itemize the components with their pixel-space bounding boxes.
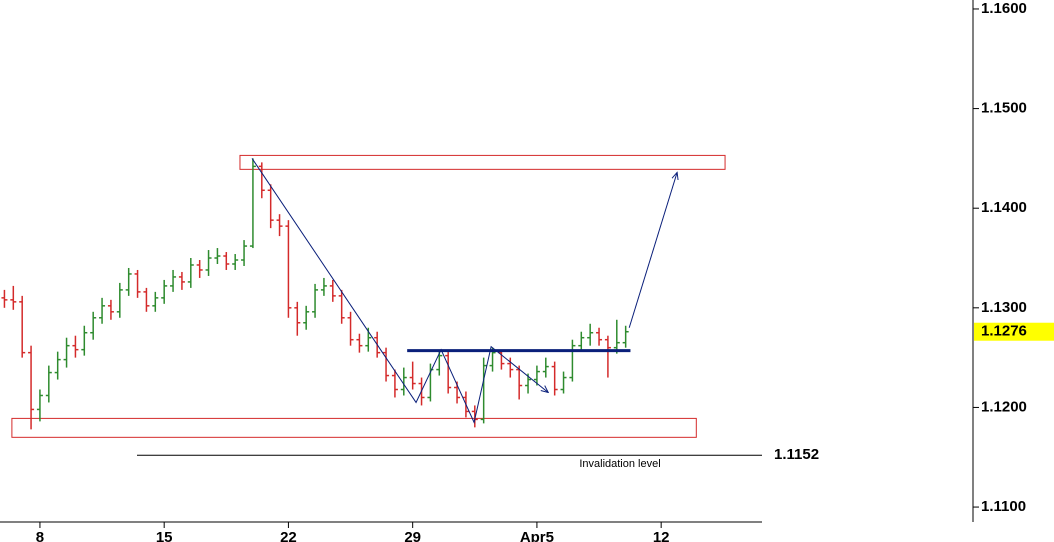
- ohlc-bar: [196, 260, 203, 278]
- ohlc-bar: [170, 269, 177, 292]
- ohlc-bar: [542, 357, 549, 378]
- ohlc-bar: [107, 299, 114, 320]
- ohlc-bar: [329, 279, 336, 302]
- projection-path: [628, 172, 677, 328]
- ohlc-bar: [81, 325, 88, 356]
- ohlc-bar: [391, 369, 398, 398]
- ohlc-bar: [63, 337, 70, 368]
- ohlc-bar: [152, 291, 159, 312]
- projection-path: [251, 158, 548, 424]
- ohlc-bar: [116, 282, 123, 318]
- ohlc-bar: [249, 158, 256, 249]
- ohlc-bar: [205, 250, 212, 276]
- ohlc-bar: [312, 283, 319, 318]
- ohlc-bar: [347, 311, 354, 346]
- invalidation-value: 1.1152: [774, 446, 819, 463]
- last-price-label: 1.1276: [981, 323, 1027, 340]
- ohlc-bar: [178, 271, 185, 290]
- ohlc-bar: [560, 371, 567, 394]
- ohlc-bar: [516, 365, 523, 400]
- x-tick-label: 8: [36, 529, 44, 542]
- ohlc-bar: [445, 351, 452, 394]
- ohlc-bar: [294, 301, 301, 336]
- y-tick-label: 1.1400: [981, 199, 1027, 216]
- price-zone: [239, 154, 726, 170]
- y-tick-label: 1.1200: [981, 398, 1027, 415]
- ohlc-bar: [604, 335, 611, 378]
- ohlc-bar: [471, 405, 478, 428]
- y-tick-label: 1.1300: [981, 299, 1027, 316]
- ohlc-bar: [72, 335, 79, 358]
- ohlc-bar: [356, 333, 363, 353]
- ohlc-bar: [28, 345, 35, 430]
- ohlc-bar: [320, 277, 327, 296]
- ohlc-bar: [232, 254, 239, 270]
- ohlc-bar: [90, 311, 97, 340]
- ohlc-bar: [1, 289, 8, 308]
- x-tick-label: 29: [404, 529, 421, 542]
- ohlc-bar: [507, 357, 514, 378]
- ohlc-bar: [36, 389, 43, 422]
- ohlc-bar: [596, 327, 603, 346]
- ohlc-bar: [134, 269, 141, 298]
- ohlc-bar: [223, 252, 230, 270]
- ohlc-bar: [551, 361, 558, 396]
- ohlc-bar: [258, 162, 265, 199]
- ohlc-bar: [578, 331, 585, 352]
- ohlc-bar: [187, 258, 194, 288]
- ohlc-bar: [10, 285, 17, 310]
- ohlc-bar: [45, 365, 52, 403]
- ohlc-bar: [214, 248, 221, 264]
- ohlc-bar: [480, 357, 487, 424]
- ohlc-bar: [383, 347, 390, 382]
- price-zone: [11, 417, 697, 438]
- ohlc-bar: [587, 323, 594, 346]
- x-tick-label: 15: [156, 529, 173, 542]
- x-tick-label: Apr5: [520, 529, 554, 542]
- invalidation-label: Invalidation level: [579, 458, 660, 470]
- ohlc-bar: [303, 305, 310, 330]
- ohlc-bar: [622, 325, 629, 348]
- ohlc-bar: [161, 279, 168, 304]
- ohlc-bar: [427, 363, 434, 402]
- y-tick-label: 1.1100: [981, 498, 1026, 515]
- ohlc-bar: [54, 351, 61, 380]
- ohlc-bar: [533, 365, 540, 386]
- ohlc-bar: [285, 220, 292, 318]
- y-tick-label: 1.1600: [981, 0, 1027, 17]
- ohlc-bar: [267, 184, 274, 229]
- ohlc-bar: [569, 339, 576, 382]
- ohlc-bar: [613, 319, 620, 354]
- ohlc-bar: [400, 367, 407, 396]
- x-tick-label: 12: [653, 529, 670, 542]
- ohlc-bar: [143, 287, 150, 312]
- ohlc-bar: [99, 297, 106, 324]
- ohlc-bar: [125, 267, 132, 296]
- x-tick-label: 22: [280, 529, 297, 542]
- y-tick-label: 1.1500: [981, 100, 1027, 117]
- ohlc-bar: [19, 295, 26, 358]
- ohlc-bar: [338, 289, 345, 324]
- ohlc-bar: [276, 214, 283, 237]
- ohlc-bar: [409, 361, 416, 390]
- last-price-box: [974, 322, 1054, 341]
- ohlc-bar: [241, 240, 248, 266]
